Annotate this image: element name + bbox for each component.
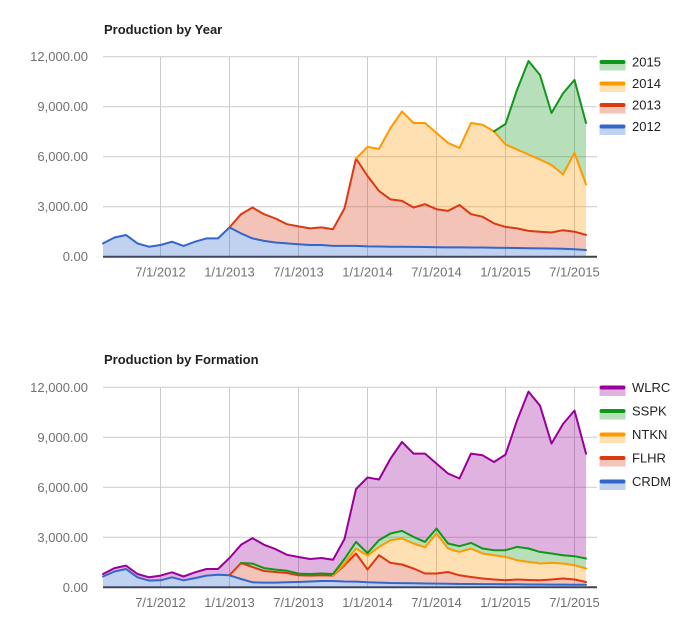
- x-tick-label: 7/1/2015: [549, 595, 600, 610]
- series-line-2013[interactable]: [228, 157, 587, 236]
- x-tick-label: 7/1/2014: [411, 265, 462, 280]
- legend-swatch-line: [599, 479, 626, 484]
- series-area-crdm[interactable]: [103, 569, 586, 588]
- series-area-2014[interactable]: [356, 111, 586, 235]
- y-tick-label: 9,000.00: [37, 430, 88, 445]
- y-tick-label: 9,000.00: [37, 99, 88, 114]
- y-tick-label: 6,000.00: [37, 480, 88, 495]
- legend-label: 2013: [632, 98, 661, 113]
- legend-label: WLRC: [632, 380, 670, 395]
- series-line-flhr[interactable]: [228, 552, 587, 583]
- legend-swatch-fill: [599, 459, 626, 467]
- legend-swatch-line: [599, 409, 626, 413]
- legend-swatch-fill: [599, 106, 626, 114]
- legend-label: FLHR: [632, 451, 666, 466]
- x-tick-label: 1/1/2014: [342, 595, 393, 610]
- chart-production-by-year: 7/1/2012 1/1/2013 7/1/2013 1/1/2014 7/1/2014…: [30, 49, 661, 279]
- series-area-ntkn[interactable]: [333, 533, 586, 583]
- legend: WLRC SSPK NTKN FLHR CRDM: [599, 380, 671, 490]
- legend-swatch-fill: [599, 483, 626, 490]
- legend-item-sspk: SSPK: [599, 404, 667, 420]
- y-tick-label: 12,000.00: [30, 380, 88, 395]
- chart-production-by-formation: 7/1/2012 1/1/2013 7/1/2013 1/1/2014 7/1/2014…: [30, 380, 671, 610]
- x-tick-label: 7/1/2012: [135, 595, 186, 610]
- legend-item-2015: 2015: [599, 55, 661, 71]
- x-tick-label: 1/1/2013: [204, 595, 255, 610]
- legend-label: SSPK: [632, 404, 667, 419]
- legend-swatch-fill: [599, 412, 626, 420]
- legend-swatch-fill: [599, 436, 626, 443]
- legend-swatch-line: [599, 456, 626, 460]
- series-area-wlrc[interactable]: [103, 391, 586, 581]
- legend-swatch-fill: [599, 389, 626, 396]
- series-area-2012[interactable]: [103, 227, 586, 257]
- x-tick-label: 1/1/2015: [480, 595, 531, 610]
- series-line-2012[interactable]: [102, 226, 587, 251]
- legend-item-wlrc: WLRC: [599, 380, 670, 396]
- legend-label: NTKN: [632, 427, 667, 442]
- legend-swatch-line: [599, 60, 626, 64]
- legend-swatch-fill: [599, 128, 626, 135]
- legend-swatch-line: [599, 81, 626, 86]
- x-tick-label: 7/1/2012: [135, 265, 186, 280]
- y-tick-label: 3,000.00: [37, 530, 88, 545]
- y-tick-label: 0.00: [63, 249, 88, 264]
- legend-label: 2012: [632, 119, 661, 134]
- legend-item-ntkn: NTKN: [599, 427, 667, 443]
- legend-swatch-line: [599, 124, 626, 129]
- x-tick-label: 1/1/2013: [204, 265, 255, 280]
- y-tick-label: 12,000.00: [30, 49, 88, 64]
- x-tick-label: 7/1/2014: [411, 595, 462, 610]
- legend-swatch-line: [599, 432, 626, 437]
- y-gridlines: [103, 386, 597, 589]
- series-line-ntkn[interactable]: [332, 532, 587, 577]
- legend-swatch-line: [599, 385, 626, 390]
- series-line-wlrc[interactable]: [102, 390, 587, 579]
- legend-item-2012: 2012: [599, 119, 661, 135]
- legend-swatch-fill: [599, 63, 626, 71]
- series-line-2015[interactable]: [493, 60, 587, 133]
- y-tick-label: 6,000.00: [37, 149, 88, 164]
- legend-label: 2015: [632, 55, 661, 70]
- legend: 2015 2014 2013 2012: [599, 55, 661, 135]
- y-tick-label: 3,000.00: [37, 199, 88, 214]
- x-tick-label: 1/1/2014: [342, 265, 393, 280]
- legend-item-2014: 2014: [599, 76, 661, 92]
- x-tick-label: 1/1/2015: [480, 265, 531, 280]
- series-line-2014[interactable]: [355, 110, 587, 186]
- series-area-flhr[interactable]: [229, 553, 587, 585]
- chart-title-production-by-year: Production by Year: [104, 22, 223, 37]
- legend-item-flhr: FLHR: [599, 451, 666, 467]
- legend-swatch-line: [599, 103, 626, 107]
- chart-title-production-by-formation: Production by Formation: [104, 352, 259, 367]
- x-tick-label: 7/1/2013: [273, 265, 324, 280]
- legend-swatch-fill: [599, 85, 626, 92]
- legend-item-crdm: CRDM: [599, 474, 671, 490]
- x-tick-label: 7/1/2013: [273, 595, 324, 610]
- series-line-sspk[interactable]: [240, 527, 587, 575]
- y-tick-label: 0.00: [63, 580, 88, 595]
- series-line-crdm[interactable]: [102, 568, 587, 586]
- legend-label: CRDM: [632, 474, 671, 489]
- y-gridlines: [103, 56, 597, 258]
- legend-label: 2014: [632, 76, 661, 91]
- legend-item-2013: 2013: [599, 98, 661, 114]
- x-tick-label: 7/1/2015: [549, 265, 600, 280]
